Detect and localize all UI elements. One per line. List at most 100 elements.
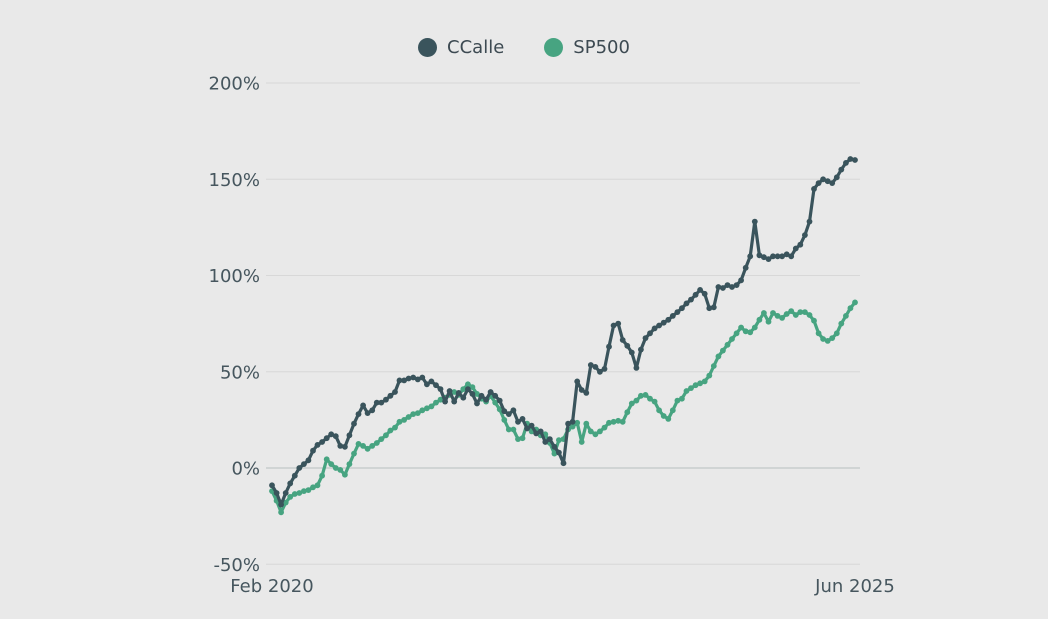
data-point-ccalle	[838, 166, 845, 173]
data-point-sp500	[770, 310, 776, 316]
data-point-sp500	[296, 490, 303, 496]
data-point-ccalle	[537, 428, 544, 435]
data-point-sp500	[802, 309, 808, 315]
chart-legend: CCalle SP500	[0, 37, 1048, 58]
data-point-sp500	[387, 427, 394, 434]
data-point-sp500	[829, 335, 836, 341]
data-point-sp500	[424, 405, 430, 412]
data-point-ccalle	[587, 362, 594, 368]
data-point-ccalle	[674, 309, 681, 315]
data-point-ccalle	[287, 480, 294, 487]
data-point-ccalle	[337, 443, 344, 449]
data-point-sp500	[747, 329, 754, 336]
data-point-sp500	[811, 317, 817, 324]
data-point-sp500	[833, 330, 840, 337]
data-point-ccalle	[651, 325, 658, 332]
data-point-ccalle	[597, 368, 603, 375]
data-point-ccalle	[278, 501, 284, 508]
data-point-sp500	[369, 443, 376, 449]
data-point-ccalle	[738, 277, 744, 284]
data-point-sp500	[401, 417, 407, 423]
data-point-ccalle	[524, 425, 530, 432]
data-point-ccalle	[387, 392, 394, 399]
data-point-ccalle	[323, 435, 330, 442]
data-point-sp500	[291, 491, 298, 497]
data-point-ccalle	[843, 160, 849, 166]
data-point-ccalle	[720, 285, 726, 291]
legend-swatch-ccalle-icon	[418, 38, 438, 57]
data-point-sp500	[278, 509, 284, 516]
data-point-sp500	[738, 324, 744, 331]
data-point-sp500	[820, 336, 826, 342]
data-point-ccalle	[546, 436, 553, 442]
data-point-ccalle	[710, 304, 717, 311]
data-point-ccalle	[806, 218, 813, 225]
data-point-sp500	[519, 435, 526, 442]
data-point-ccalle	[642, 335, 649, 341]
data-point-sp500	[656, 407, 662, 414]
data-point-ccalle	[433, 382, 439, 389]
data-point-ccalle	[355, 411, 362, 417]
data-point-ccalle	[401, 377, 407, 384]
data-point-ccalle	[437, 386, 444, 392]
data-point-sp500	[501, 417, 508, 423]
data-point-ccalle	[601, 366, 608, 372]
data-point-ccalle	[665, 316, 672, 323]
data-point-ccalle	[697, 287, 703, 293]
data-point-sp500	[660, 413, 667, 419]
data-point-ccalle	[852, 157, 858, 163]
data-point-sp500	[606, 419, 612, 426]
data-point-sp500	[824, 338, 831, 344]
data-point-sp500	[474, 391, 480, 397]
data-point-sp500	[510, 426, 517, 433]
data-point-ccalle	[647, 330, 653, 337]
data-point-sp500	[724, 341, 731, 348]
data-point-ccalle	[792, 245, 799, 252]
data-point-sp500	[761, 310, 767, 316]
data-point-sp500	[287, 494, 294, 500]
legend-item-ccalle[interactable]: CCalle	[418, 37, 504, 58]
data-point-ccalle	[451, 398, 458, 405]
data-point-sp500	[574, 419, 581, 426]
data-point-ccalle	[469, 391, 476, 397]
data-point-sp500	[337, 467, 344, 473]
series-line-sp500	[270, 300, 857, 514]
data-point-sp500	[392, 424, 398, 431]
data-point-ccalle	[478, 392, 485, 399]
data-point-ccalle	[783, 251, 790, 258]
data-point-ccalle	[305, 457, 312, 464]
data-point-sp500	[301, 488, 307, 494]
data-point-ccalle	[624, 342, 631, 349]
data-point-sp500	[619, 418, 626, 425]
data-point-ccalle	[724, 282, 731, 288]
data-point-ccalle	[628, 349, 635, 356]
data-point-sp500	[515, 436, 521, 442]
data-point-ccalle	[296, 465, 303, 471]
data-point-sp500	[792, 312, 799, 318]
data-point-ccalle	[496, 397, 503, 404]
data-point-sp500	[806, 312, 813, 318]
data-point-ccalle	[510, 407, 517, 414]
y-tick-label: 100%	[209, 266, 260, 287]
data-point-ccalle	[492, 392, 499, 399]
data-point-ccalle	[528, 422, 535, 429]
data-point-sp500	[414, 410, 421, 416]
data-point-ccalle	[542, 439, 549, 445]
data-point-sp500	[551, 450, 558, 457]
data-point-ccalle	[364, 410, 371, 416]
data-point-ccalle	[282, 490, 289, 496]
data-point-ccalle	[692, 291, 699, 298]
data-point-sp500	[852, 299, 858, 306]
data-point-sp500	[319, 472, 325, 479]
data-point-ccalle	[428, 378, 435, 385]
data-point-sp500	[355, 441, 362, 447]
data-point-sp500	[647, 395, 653, 402]
data-point-sp500	[282, 499, 289, 506]
data-point-ccalle	[424, 381, 430, 388]
data-point-ccalle	[405, 375, 412, 382]
legend-item-sp500[interactable]: SP500	[544, 37, 630, 58]
data-point-ccalle	[847, 156, 854, 162]
data-point-ccalle	[351, 420, 357, 427]
series-line-ccalle	[270, 157, 857, 507]
data-point-sp500	[765, 318, 772, 325]
